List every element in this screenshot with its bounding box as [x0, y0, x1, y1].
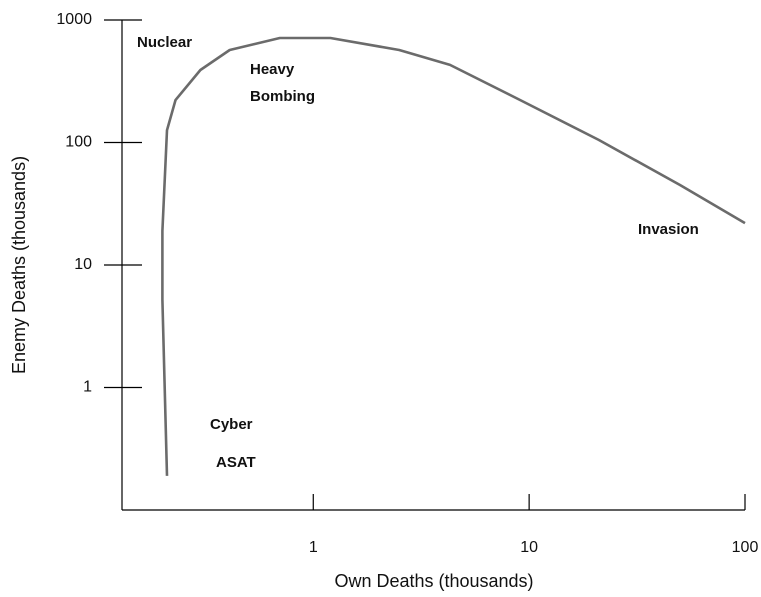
x-tick-label: 100	[732, 539, 759, 556]
x-axis-title: Own Deaths (thousands)	[334, 571, 533, 591]
annotation: Bombing	[250, 88, 315, 105]
curve	[161, 36, 746, 476]
x-tick-label: 1	[309, 539, 318, 556]
y-tick-label: 1	[83, 379, 92, 396]
annotation: ASAT	[216, 454, 256, 471]
annotation: Invasion	[638, 221, 699, 238]
annotation: Nuclear	[137, 34, 192, 51]
y-tick-label: 10	[74, 256, 92, 273]
annotation: Heavy	[250, 61, 295, 78]
y-tick-label: 100	[65, 134, 92, 151]
x-tick-label: 10	[520, 539, 538, 556]
y-axis-title: Enemy Deaths (thousands)	[9, 156, 29, 374]
annotation: Cyber	[210, 416, 253, 433]
y-tick-label: 1000	[56, 11, 92, 28]
